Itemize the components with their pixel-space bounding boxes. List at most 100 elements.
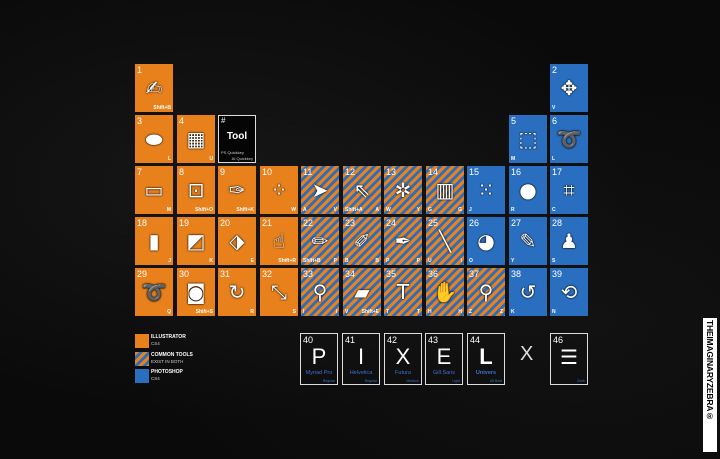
ps-shortcut: Z	[469, 309, 473, 315]
font-name: Helvetica	[349, 370, 373, 376]
font-weight: Light	[452, 379, 460, 383]
ps-shortcut: C	[552, 207, 556, 213]
font-cell-42: 42 X Futura Medium	[384, 333, 422, 385]
rectangle-icon: ▭	[144, 178, 164, 202]
tool-cell-20: 20 ⬗ E	[218, 217, 256, 265]
blend-icon: ⁘	[270, 178, 288, 202]
logo-text: THEIMAGINARYZEBRA®	[704, 320, 715, 421]
ps-shortcut: J	[469, 207, 472, 213]
tool-cell-37: 37 ⚲ Z Z	[467, 268, 505, 316]
ai-shortcut: Shift+K	[236, 207, 254, 213]
font-number: 41	[345, 335, 356, 345]
graph-icon: ▮	[148, 229, 160, 253]
element-number: 28	[552, 218, 563, 228]
font-letter: I	[357, 344, 365, 369]
font-cell-41: 41 I Helvetica Regular	[342, 333, 380, 385]
tool-cell-7: 7 ▭ M	[135, 166, 173, 214]
element-number: 32	[262, 269, 273, 279]
element-number: 37	[469, 269, 480, 279]
key-ai-label: AI Quickkey	[231, 156, 253, 161]
ai-shortcut: K	[209, 258, 213, 264]
ps-shortcut: V	[552, 105, 556, 111]
tool-cell-14: 14 ▥ G G	[426, 166, 464, 214]
font-weight: 65 Bold	[490, 379, 502, 383]
tool-cell-38: 38 ↺ K	[509, 268, 547, 316]
element-number: 12	[345, 167, 356, 177]
ps-shortcut: Shift+B	[303, 258, 321, 264]
ps-shortcut: S	[552, 258, 556, 264]
history-brush-icon: ✎	[519, 229, 537, 253]
zebra-number: 46	[553, 335, 564, 345]
font-number: 44	[470, 335, 481, 345]
tool-cell-29: 29 ➰ Q	[135, 268, 173, 316]
zoom-icon: ⚲	[478, 280, 494, 304]
ps-shortcut: W	[386, 207, 391, 213]
element-number: 21	[262, 218, 273, 228]
key-cell: # Tool PS Quickkey AI Quickkey	[218, 115, 256, 163]
ps-shortcut: P	[386, 258, 390, 264]
zebra-label: Zeeb	[577, 379, 585, 383]
tool-cell-39: 39 ⟲ N	[550, 268, 588, 316]
font-letter: P	[311, 344, 327, 369]
tool-cell-27: 27 ✎ Y	[509, 217, 547, 265]
pen-icon: ✒	[394, 229, 412, 253]
element-number: 7	[137, 167, 143, 177]
ps-shortcut: R	[511, 207, 515, 213]
ai-shortcut: U	[209, 156, 213, 162]
element-number: 34	[345, 269, 356, 279]
tool-cell-22: 22 ✏ Shift+B P	[301, 217, 339, 265]
tool-cell-3: 3 ⬬ L	[135, 115, 173, 163]
legend-subtitle: CS4	[151, 341, 160, 346]
font-letter: E	[436, 344, 452, 369]
element-number: 35	[386, 269, 397, 279]
legend-title: COMMON TOOLS	[151, 351, 193, 358]
font-name: Univers	[475, 370, 497, 376]
knife-icon: ✑	[228, 178, 246, 202]
tool-cell-6: 6 ➰ L	[550, 115, 588, 163]
rotate-icon: ↻	[228, 280, 246, 304]
ai-shortcut: Shift+E	[361, 309, 379, 315]
tool-cell-13: 13 ✲ W Y	[384, 166, 422, 214]
transform-icon: ⊡	[187, 178, 205, 202]
tool-cell-28: 28 ♟ S	[550, 217, 588, 265]
ps-shortcut: V	[345, 309, 349, 315]
tool-cell-11: 11 ➤ A V	[301, 166, 339, 214]
ps-shortcut: O	[469, 258, 473, 264]
crop-icon: ⌗	[563, 178, 575, 202]
tool-cell-9: 9 ✑ Shift+K	[218, 166, 256, 214]
ai-shortcut: A	[375, 207, 379, 213]
tool-cell-36: 36 ✋ H H	[426, 268, 464, 316]
tool-cell-34: 34 ▰ V Shift+E	[343, 268, 381, 316]
font-number: 43	[428, 335, 439, 345]
eyedropper-icon: ⚲	[312, 280, 328, 304]
tool-cell-25: 25 ╲ U \	[426, 217, 464, 265]
x-symbol: X	[520, 343, 534, 365]
ai-shortcut: B	[375, 258, 379, 264]
tool-cell-21: 21 ☝ Shift+R	[260, 217, 298, 265]
ps-shortcut: L	[552, 156, 556, 162]
ps-shortcut: A	[303, 207, 307, 213]
legend-title: ILLUSTRATOR	[151, 334, 186, 340]
ai-shortcut: V	[333, 207, 337, 213]
ps-shortcut: Y	[511, 258, 515, 264]
element-number: 33	[303, 269, 314, 279]
line-icon: ╲	[438, 229, 452, 253]
element-number: 1	[137, 65, 143, 75]
brush-icon: ✐	[353, 229, 371, 253]
tool-cell-1: 1 ✍ Shift+B	[135, 64, 173, 112]
key-title: Tool	[226, 131, 248, 142]
font-weight: Regular	[364, 379, 377, 383]
tool-cell-2: 2 ✥ V	[550, 64, 588, 112]
element-number: 24	[386, 218, 397, 228]
font-cell-40: 40 P Myriad Pro Regular	[300, 333, 338, 385]
ai-shortcut: W	[291, 207, 296, 213]
key-ps-label: PS Quickkey	[221, 150, 244, 155]
ai-shortcut: R	[250, 309, 254, 315]
tool-cell-10: 10 ⁘ W	[260, 166, 298, 214]
ai-shortcut: Y	[416, 207, 420, 213]
element-number: 2	[552, 65, 558, 75]
ellipse-icon: ⬬	[145, 127, 163, 151]
ai-shortcut: P	[416, 258, 420, 264]
healing-brush-icon: ⁙	[477, 178, 495, 202]
warp-icon: ☝	[272, 229, 286, 253]
